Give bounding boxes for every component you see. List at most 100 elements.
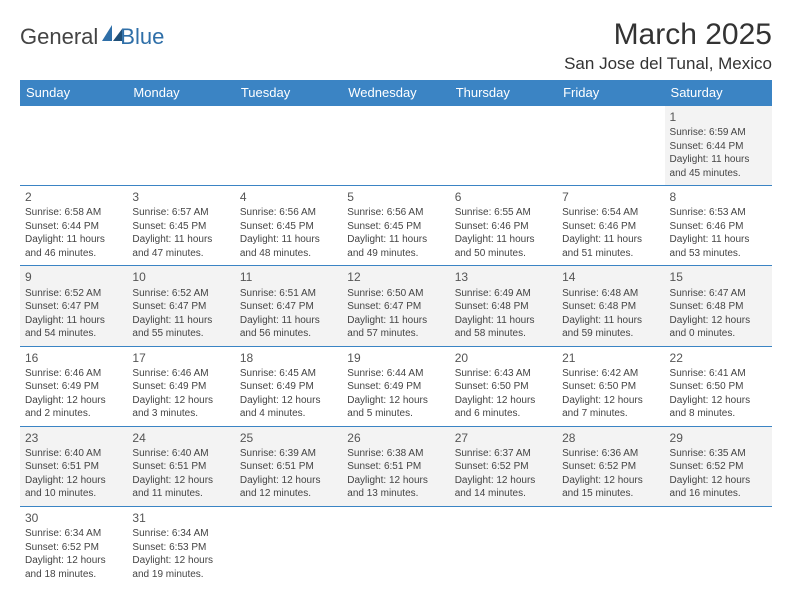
sunset-text: Sunset: 6:49 PM [25, 380, 122, 394]
sunrise-text: Sunrise: 6:53 AM [670, 206, 767, 220]
daylight-text: Daylight: 12 hours and 2 minutes. [25, 394, 122, 421]
location-label: San Jose del Tunal, Mexico [564, 54, 772, 74]
sunset-text: Sunset: 6:51 PM [240, 460, 337, 474]
sunset-text: Sunset: 6:50 PM [455, 380, 552, 394]
day-header-row: Sunday Monday Tuesday Wednesday Thursday… [20, 80, 772, 106]
day-number: 29 [670, 430, 767, 446]
sunrise-text: Sunrise: 6:34 AM [132, 527, 229, 541]
calendar-cell: 24Sunrise: 6:40 AMSunset: 6:51 PMDayligh… [127, 426, 234, 506]
day-number: 3 [132, 189, 229, 205]
logo-sail-icon [102, 25, 122, 41]
sunset-text: Sunset: 6:44 PM [670, 140, 767, 154]
daylight-text: Daylight: 11 hours and 53 minutes. [670, 233, 767, 260]
calendar-cell: 27Sunrise: 6:37 AMSunset: 6:52 PMDayligh… [450, 426, 557, 506]
sunrise-text: Sunrise: 6:55 AM [455, 206, 552, 220]
calendar-cell: 7Sunrise: 6:54 AMSunset: 6:46 PMDaylight… [557, 186, 664, 266]
day-header: Sunday [20, 80, 127, 106]
daylight-text: Daylight: 12 hours and 12 minutes. [240, 474, 337, 501]
day-number: 26 [347, 430, 444, 446]
day-number: 2 [25, 189, 122, 205]
calendar-week-row: 2Sunrise: 6:58 AMSunset: 6:44 PMDaylight… [20, 186, 772, 266]
sunrise-text: Sunrise: 6:40 AM [25, 447, 122, 461]
sunset-text: Sunset: 6:48 PM [670, 300, 767, 314]
day-number: 30 [25, 510, 122, 526]
daylight-text: Daylight: 12 hours and 14 minutes. [455, 474, 552, 501]
calendar-cell [20, 106, 127, 186]
daylight-text: Daylight: 12 hours and 3 minutes. [132, 394, 229, 421]
daylight-text: Daylight: 12 hours and 6 minutes. [455, 394, 552, 421]
daylight-text: Daylight: 12 hours and 8 minutes. [670, 394, 767, 421]
daylight-text: Daylight: 11 hours and 58 minutes. [455, 314, 552, 341]
calendar-cell: 1Sunrise: 6:59 AMSunset: 6:44 PMDaylight… [665, 106, 772, 186]
calendar-cell: 26Sunrise: 6:38 AMSunset: 6:51 PMDayligh… [342, 426, 449, 506]
daylight-text: Daylight: 12 hours and 11 minutes. [132, 474, 229, 501]
daylight-text: Daylight: 12 hours and 19 minutes. [132, 554, 229, 581]
day-header: Friday [557, 80, 664, 106]
daylight-text: Daylight: 11 hours and 46 minutes. [25, 233, 122, 260]
sunset-text: Sunset: 6:45 PM [240, 220, 337, 234]
sunrise-text: Sunrise: 6:46 AM [132, 367, 229, 381]
title-block: March 2025 San Jose del Tunal, Mexico [564, 18, 772, 74]
daylight-text: Daylight: 12 hours and 18 minutes. [25, 554, 122, 581]
calendar-cell: 10Sunrise: 6:52 AMSunset: 6:47 PMDayligh… [127, 266, 234, 346]
calendar-cell: 23Sunrise: 6:40 AMSunset: 6:51 PMDayligh… [20, 426, 127, 506]
day-number: 14 [562, 269, 659, 285]
sunrise-text: Sunrise: 6:44 AM [347, 367, 444, 381]
sunrise-text: Sunrise: 6:34 AM [25, 527, 122, 541]
day-header: Tuesday [235, 80, 342, 106]
calendar-cell [665, 506, 772, 586]
day-number: 5 [347, 189, 444, 205]
daylight-text: Daylight: 11 hours and 55 minutes. [132, 314, 229, 341]
calendar-cell: 28Sunrise: 6:36 AMSunset: 6:52 PMDayligh… [557, 426, 664, 506]
day-number: 25 [240, 430, 337, 446]
calendar-cell: 14Sunrise: 6:48 AMSunset: 6:48 PMDayligh… [557, 266, 664, 346]
day-number: 28 [562, 430, 659, 446]
day-number: 9 [25, 269, 122, 285]
sunset-text: Sunset: 6:46 PM [562, 220, 659, 234]
sunset-text: Sunset: 6:50 PM [670, 380, 767, 394]
sunrise-text: Sunrise: 6:36 AM [562, 447, 659, 461]
calendar-week-row: 1Sunrise: 6:59 AMSunset: 6:44 PMDaylight… [20, 106, 772, 186]
day-number: 22 [670, 350, 767, 366]
daylight-text: Daylight: 12 hours and 5 minutes. [347, 394, 444, 421]
sunset-text: Sunset: 6:47 PM [347, 300, 444, 314]
sunset-text: Sunset: 6:49 PM [132, 380, 229, 394]
sunrise-text: Sunrise: 6:37 AM [455, 447, 552, 461]
calendar-cell: 20Sunrise: 6:43 AMSunset: 6:50 PMDayligh… [450, 346, 557, 426]
sunset-text: Sunset: 6:51 PM [347, 460, 444, 474]
calendar-week-row: 16Sunrise: 6:46 AMSunset: 6:49 PMDayligh… [20, 346, 772, 426]
day-number: 4 [240, 189, 337, 205]
day-number: 1 [670, 109, 767, 125]
calendar-cell: 29Sunrise: 6:35 AMSunset: 6:52 PMDayligh… [665, 426, 772, 506]
calendar-cell [127, 106, 234, 186]
calendar-cell: 5Sunrise: 6:56 AMSunset: 6:45 PMDaylight… [342, 186, 449, 266]
sunset-text: Sunset: 6:45 PM [347, 220, 444, 234]
day-number: 11 [240, 269, 337, 285]
calendar-cell: 30Sunrise: 6:34 AMSunset: 6:52 PMDayligh… [20, 506, 127, 586]
sunset-text: Sunset: 6:52 PM [670, 460, 767, 474]
daylight-text: Daylight: 11 hours and 47 minutes. [132, 233, 229, 260]
sunset-text: Sunset: 6:48 PM [455, 300, 552, 314]
calendar-cell [557, 106, 664, 186]
sunset-text: Sunset: 6:52 PM [25, 541, 122, 555]
daylight-text: Daylight: 11 hours and 50 minutes. [455, 233, 552, 260]
calendar-cell [450, 506, 557, 586]
day-number: 20 [455, 350, 552, 366]
calendar-cell: 17Sunrise: 6:46 AMSunset: 6:49 PMDayligh… [127, 346, 234, 426]
sunset-text: Sunset: 6:51 PM [25, 460, 122, 474]
day-number: 8 [670, 189, 767, 205]
sunset-text: Sunset: 6:50 PM [562, 380, 659, 394]
sunset-text: Sunset: 6:46 PM [455, 220, 552, 234]
day-number: 27 [455, 430, 552, 446]
daylight-text: Daylight: 12 hours and 0 minutes. [670, 314, 767, 341]
calendar-cell: 21Sunrise: 6:42 AMSunset: 6:50 PMDayligh… [557, 346, 664, 426]
calendar-cell: 6Sunrise: 6:55 AMSunset: 6:46 PMDaylight… [450, 186, 557, 266]
daylight-text: Daylight: 12 hours and 15 minutes. [562, 474, 659, 501]
calendar-cell: 2Sunrise: 6:58 AMSunset: 6:44 PMDaylight… [20, 186, 127, 266]
sunrise-text: Sunrise: 6:56 AM [347, 206, 444, 220]
day-number: 15 [670, 269, 767, 285]
calendar-cell [235, 506, 342, 586]
calendar-cell: 13Sunrise: 6:49 AMSunset: 6:48 PMDayligh… [450, 266, 557, 346]
daylight-text: Daylight: 11 hours and 56 minutes. [240, 314, 337, 341]
sunrise-text: Sunrise: 6:45 AM [240, 367, 337, 381]
